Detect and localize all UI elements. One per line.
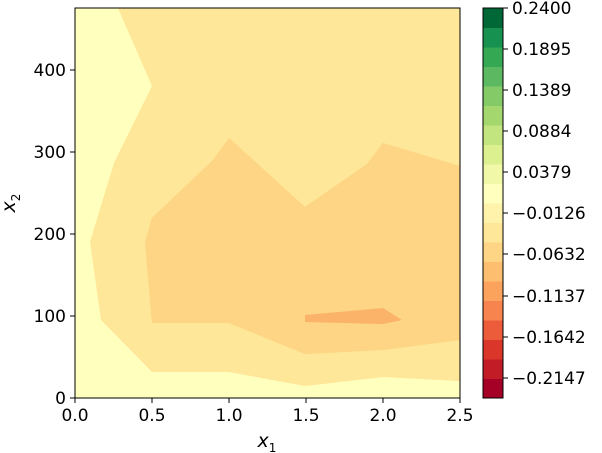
- x-tick-label: 2.0: [369, 406, 396, 426]
- x-tick-label: 1.5: [292, 406, 319, 426]
- colorbar-band: [483, 144, 503, 165]
- colorbar-band: [483, 66, 503, 87]
- colorbar-tick-label: 0.0379: [512, 163, 571, 183]
- colorbar-tick-label: −0.1642: [512, 328, 586, 348]
- y-axis: 0 100 200 300 400 x2: [0, 61, 75, 409]
- x-axis: 0.0 0.5 1.0 1.5 2.0 2.5 x1: [61, 398, 474, 453]
- colorbar-tick-label: −0.0632: [512, 245, 586, 265]
- colorbar-tick-label: 0.0884: [512, 122, 571, 142]
- colorbar-band: [483, 47, 503, 67]
- colorbar-tick-label: 0.1389: [512, 81, 571, 101]
- colorbar-band: [483, 125, 503, 145]
- colorbar-band: [483, 27, 503, 48]
- y-tick-label: 300: [34, 143, 66, 163]
- plot-frame: [74, 7, 461, 399]
- x-axis-title-subscript: 1: [269, 441, 277, 453]
- colorbar-band: [483, 222, 503, 243]
- colorbar-band: [483, 86, 503, 106]
- x-tick-label: 1.0: [215, 406, 242, 426]
- plot-area: [74, 7, 461, 399]
- colorbar-band: [483, 378, 503, 399]
- colorbar-band: [483, 320, 503, 340]
- x-tick-label: 0.0: [61, 406, 88, 426]
- y-tick-label: 200: [34, 225, 66, 245]
- y-tick-label: 0: [55, 389, 66, 409]
- colorbar: 0.2400 0.1895 0.1389 0.0884 0.0379 −0.01…: [482, 0, 586, 399]
- contour-region-level4: [145, 138, 460, 354]
- x-tick-label: 0.5: [138, 406, 165, 426]
- x-tick-label: 2.5: [446, 406, 473, 426]
- x-axis-title: x1: [257, 430, 277, 453]
- colorbar-band: [483, 164, 503, 184]
- y-tick-label: 100: [34, 307, 66, 327]
- x-axis-title-main: x: [257, 430, 270, 452]
- colorbar-frame: [482, 7, 504, 399]
- y-axis-title-main: x: [0, 200, 20, 213]
- colorbar-tick-label: 0.2400: [512, 0, 571, 19]
- colorbar-bands: [483, 8, 503, 399]
- colorbar-band: [483, 300, 503, 321]
- colorbar-band: [483, 261, 503, 282]
- colorbar-tick-label: −0.1137: [512, 287, 586, 307]
- colorbar-band: [483, 203, 503, 223]
- colorbar-band: [483, 242, 503, 262]
- colorbar-band: [483, 359, 503, 379]
- colorbar-tick-label: −0.0126: [512, 204, 586, 224]
- contour-region-minimum: [305, 308, 402, 324]
- colorbar-band: [483, 281, 503, 301]
- colorbar-tick-label: −0.2147: [512, 369, 586, 389]
- colorbar-band: [483, 105, 503, 126]
- y-axis-title-subscript: 2: [9, 194, 23, 202]
- y-tick-label: 400: [34, 61, 66, 81]
- colorbar-band: [483, 183, 503, 204]
- colorbar-band: [483, 339, 503, 360]
- colorbar-tick-label: 0.1895: [512, 40, 571, 60]
- colorbar-band: [483, 8, 503, 28]
- y-axis-title: x2: [0, 194, 23, 214]
